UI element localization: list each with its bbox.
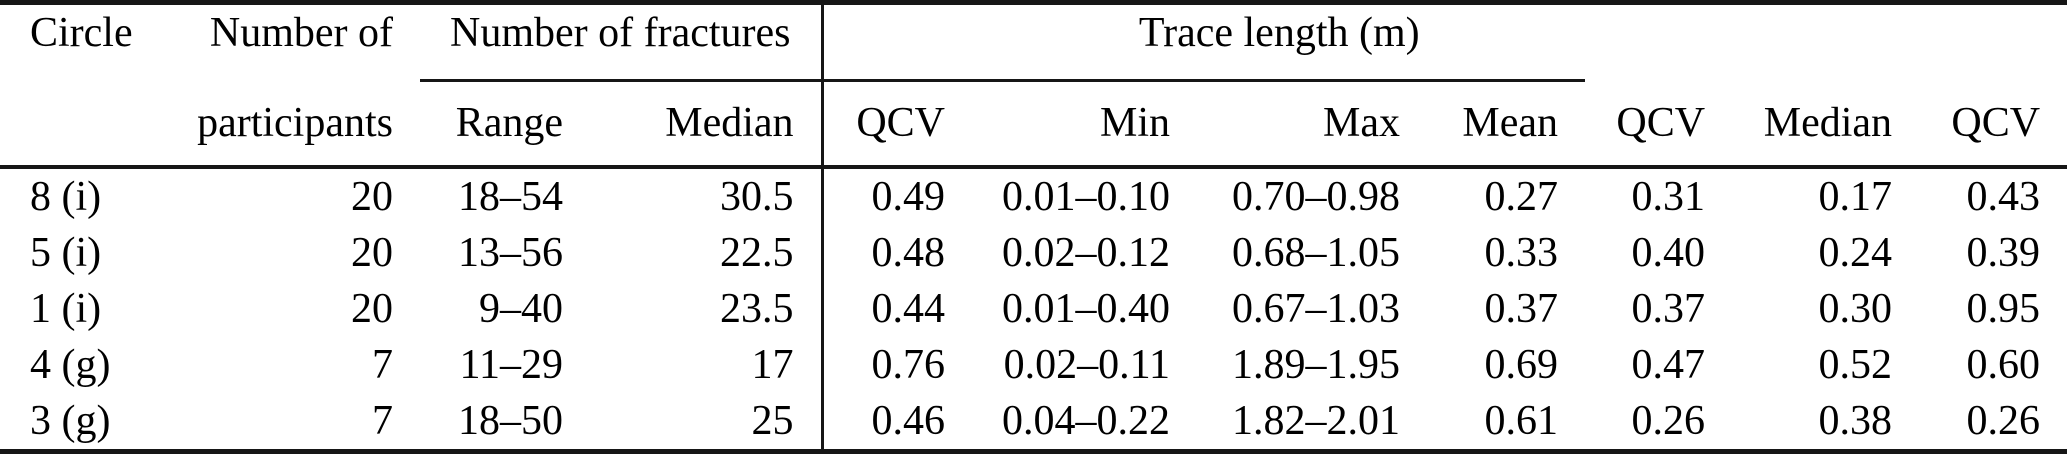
cell-qcv-1: 0.44 [820, 281, 973, 337]
cell-range: 9–40 [479, 285, 563, 332]
cell-qcv-2: 0.31 [1631, 173, 1706, 220]
table-row: 3 (g) 7 18–50 25 0.46 0.04–0.22 1.82–2.0… [0, 393, 2067, 452]
header-circle: Circle [30, 10, 133, 56]
header-row-2: participants Range Median QCV Min Max Me… [0, 80, 2067, 169]
header-max: Max [1197, 80, 1428, 169]
header-qcv-1: QCV [820, 80, 973, 169]
header-number-of: Number of [209, 10, 393, 56]
header-spacer [1585, 3, 2067, 81]
cell-participants: 20 [351, 229, 393, 276]
cell-range: 13–56 [458, 229, 563, 276]
cell-qcv-2: 0.40 [1631, 229, 1706, 276]
cell-qcv-1: 0.76 [820, 337, 973, 393]
cell-qcv-2: 0.47 [1631, 341, 1706, 388]
cell-median: 23.5 [720, 285, 794, 332]
cell-qcv-3: 0.43 [1966, 173, 2041, 220]
cell-median-2: 0.17 [1818, 173, 1893, 220]
cell-median-2: 0.30 [1818, 285, 1893, 332]
cell-max: 0.67–1.03 [1232, 285, 1401, 332]
cell-range: 18–50 [458, 397, 563, 444]
header-min: Min [972, 80, 1198, 169]
cell-min: 0.01–0.10 [1002, 173, 1171, 220]
table-row: 4 (g) 7 11–29 17 0.76 0.02–0.11 1.89–1.9… [0, 337, 2067, 393]
table-row: 8 (i) 20 18–54 30.5 0.49 0.01–0.10 0.70–… [0, 167, 2067, 225]
header-qcv-3: QCV [1919, 80, 2067, 169]
cell-qcv-3: 0.39 [1966, 229, 2041, 276]
table-row: 1 (i) 20 9–40 23.5 0.44 0.01–0.40 0.67–1… [0, 281, 2067, 337]
cell-median: 17 [751, 341, 794, 388]
header-median-2: Median [1732, 80, 1920, 169]
header-row-1: Circle Number of Number of fractures Tra… [0, 2, 2067, 82]
header-mean: Mean [1427, 80, 1586, 169]
cell-qcv-1: 0.46 [820, 393, 973, 452]
table-body: 8 (i) 20 18–54 30.5 0.49 0.01–0.10 0.70–… [0, 167, 2067, 452]
cell-circle: 8 (i) [30, 173, 102, 220]
cell-max: 1.89–1.95 [1232, 341, 1401, 388]
cell-circle: 4 (g) [30, 341, 111, 388]
cell-median: 22.5 [720, 229, 794, 276]
cell-mean: 0.61 [1484, 397, 1559, 444]
cell-mean: 0.27 [1484, 173, 1559, 220]
cell-min: 0.04–0.22 [1002, 397, 1171, 444]
cell-range: 18–54 [458, 173, 563, 220]
cell-participants: 7 [372, 397, 393, 444]
cell-median-2: 0.38 [1818, 397, 1893, 444]
cell-min: 0.02–0.12 [1002, 229, 1171, 276]
cell-median-2: 0.52 [1818, 341, 1893, 388]
cell-max: 0.68–1.05 [1232, 229, 1401, 276]
cell-circle: 1 (i) [30, 285, 102, 332]
cell-participants: 20 [351, 173, 393, 220]
cell-qcv-2: 0.26 [1631, 397, 1706, 444]
cell-circle: 5 (i) [30, 229, 102, 276]
cell-qcv-3: 0.95 [1966, 285, 2041, 332]
header-group-trace-length: Trace length (m) [820, 2, 1586, 82]
cell-median: 25 [751, 397, 794, 444]
header-median: Median [590, 80, 823, 169]
header-empty [0, 80, 160, 169]
cell-qcv-3: 0.60 [1966, 341, 2041, 388]
table-row: 5 (i) 20 13–56 22.5 0.48 0.02–0.12 0.68–… [0, 225, 2067, 281]
header-range: Range [420, 80, 590, 169]
cell-participants: 20 [351, 285, 393, 332]
cell-median: 30.5 [720, 173, 794, 220]
cell-qcv-1: 0.48 [820, 225, 973, 281]
header-group-number-of-fractures: Number of fractures [420, 2, 823, 82]
cell-participants: 7 [372, 341, 393, 388]
cell-qcv-2: 0.37 [1631, 285, 1706, 332]
cell-circle: 3 (g) [30, 397, 111, 444]
cell-median-2: 0.24 [1818, 229, 1893, 276]
cell-qcv-3: 0.26 [1966, 397, 2041, 444]
cell-min: 0.01–0.40 [1002, 285, 1171, 332]
cell-max: 1.82–2.01 [1232, 397, 1401, 444]
cell-mean: 0.69 [1484, 341, 1559, 388]
cell-max: 0.70–0.98 [1232, 173, 1401, 220]
cell-mean: 0.33 [1484, 229, 1559, 276]
header-qcv-2: QCV [1585, 80, 1733, 169]
table-header: Circle Number of Number of fractures Tra… [0, 2, 2067, 169]
header-participants: participants [160, 80, 420, 169]
cell-range: 11–29 [459, 341, 563, 388]
cell-mean: 0.37 [1484, 285, 1559, 332]
cell-min: 0.02–0.11 [1003, 341, 1171, 388]
cell-qcv-1: 0.49 [820, 167, 973, 225]
